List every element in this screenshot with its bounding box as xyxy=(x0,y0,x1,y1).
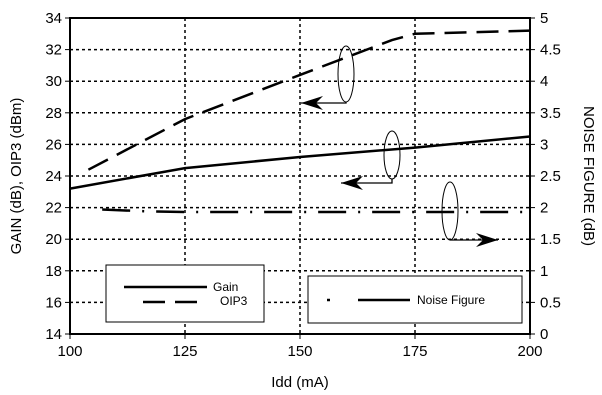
y-left-tick-label: 26 xyxy=(45,136,62,153)
annotations-group xyxy=(301,45,498,247)
legend-label-gain: Gain xyxy=(213,280,238,294)
y-right-tick-label: 2 xyxy=(540,200,548,217)
y-right-tick-label: 3.5 xyxy=(540,105,561,122)
y-right-tick-label: 1 xyxy=(540,263,548,280)
y-left-tick-label: 22 xyxy=(45,200,62,217)
y-left-tick-label: 34 xyxy=(45,10,62,27)
y-right-tick-label: 4 xyxy=(540,73,548,90)
series-line-oip3 xyxy=(87,29,531,171)
legend-box-gain-oip3 xyxy=(105,264,265,323)
y-right-tick-label: 4.5 xyxy=(540,42,561,59)
gain-annotation-arrow-line xyxy=(341,179,393,184)
legend-label-noise-figure: Noise Figure xyxy=(417,293,485,307)
y-right-tick-label: 0.5 xyxy=(540,294,561,311)
tick-labels: 100 125 150 175 200141618202224262830323400.… xyxy=(45,10,561,360)
y-left-tick-label: 28 xyxy=(45,105,62,122)
x-tick-label: 150 xyxy=(287,343,312,360)
x-axis-label: Idd (mA) xyxy=(271,374,329,391)
series-line-noise-figure xyxy=(102,208,530,214)
y-left-tick-label: 16 xyxy=(45,294,62,311)
legend-box-noise-figure xyxy=(307,275,523,324)
y-right-tick-label: 5 xyxy=(540,10,548,27)
y-right-tick-label: 2.5 xyxy=(540,168,561,185)
x-tick-label: 175 xyxy=(402,343,427,360)
y-right-tick-label: 1.5 xyxy=(540,231,561,248)
x-tick-label: 125 xyxy=(172,343,197,360)
noise-figure-annotation-arrowhead xyxy=(476,233,498,247)
y-axis-left-label: GAIN (dB), OIP3 (dBm) xyxy=(8,98,25,255)
series-line-gain xyxy=(69,135,531,190)
legend-label-oip3: OIP3 xyxy=(220,294,248,308)
y-left-tick-label: 24 xyxy=(45,168,62,185)
grid xyxy=(70,18,530,334)
gain-annotation-arrowhead xyxy=(341,176,363,190)
y-left-tick-label: 18 xyxy=(45,263,62,280)
oip3-annotation-arrowhead xyxy=(301,96,323,110)
y-right-tick-label: 3 xyxy=(540,136,548,153)
y-left-tick-label: 20 xyxy=(45,231,62,248)
x-tick-label: 200 xyxy=(517,343,542,360)
y-axis-right-label: NOISE FIGURE (dB) xyxy=(580,106,597,246)
y-right-tick-label: 0 xyxy=(540,326,548,343)
x-tick-label: 100 xyxy=(57,343,82,360)
series-group xyxy=(69,29,531,214)
y-left-tick-label: 14 xyxy=(45,326,62,343)
y-left-tick-label: 32 xyxy=(45,42,62,59)
y-left-tick-label: 30 xyxy=(45,73,62,90)
